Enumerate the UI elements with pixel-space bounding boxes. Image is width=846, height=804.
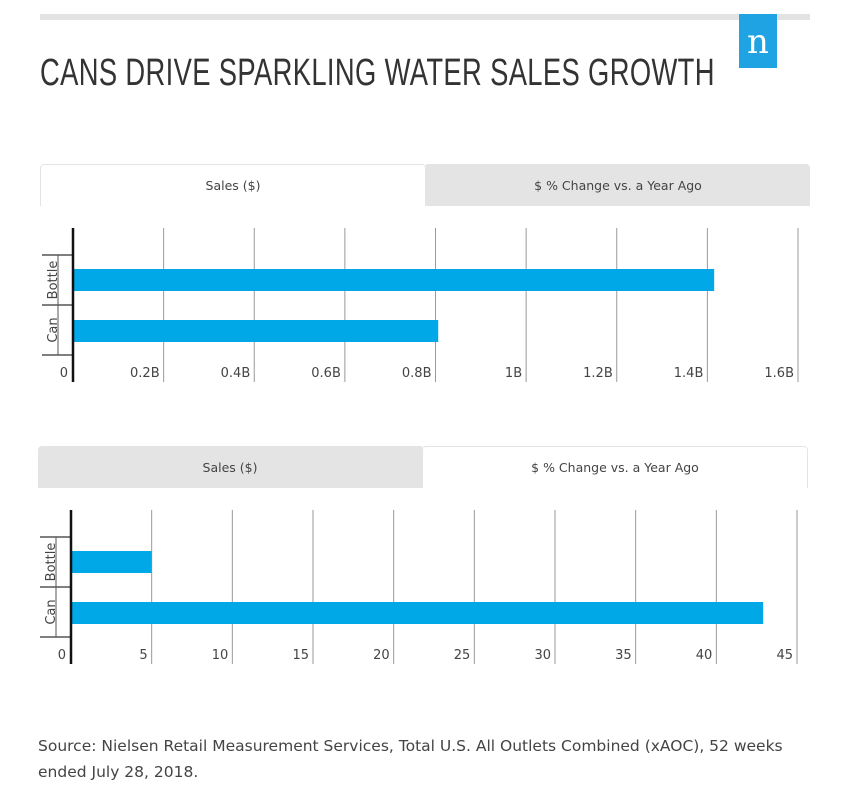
- bar-bottle: [71, 551, 152, 573]
- source-note: Source: Nielsen Retail Measurement Servi…: [38, 737, 783, 781]
- bar-bottle: [73, 269, 715, 291]
- bar-can: [73, 320, 439, 342]
- tick-label: 10: [212, 648, 229, 663]
- bar-can: [71, 602, 764, 624]
- tab-percent-change[interactable]: $ % Change vs. a Year Ago: [426, 164, 810, 206]
- top-divider: [40, 14, 810, 20]
- tick-label: 0.4B: [221, 366, 251, 381]
- category-label: Bottle: [44, 543, 59, 582]
- tick-label: 0.2B: [130, 366, 160, 381]
- tick-label: 1B: [505, 366, 522, 381]
- nielsen-logo: n: [739, 14, 777, 68]
- tick-label: 20: [373, 648, 390, 663]
- tick-label: 35: [615, 648, 632, 663]
- tabs-chart-1: Sales ($) $ % Change vs. a Year Ago: [40, 164, 810, 206]
- tick-label: 45: [776, 648, 793, 663]
- page-title: CANS DRIVE SPARKLING WATER SALES GROWTH: [40, 52, 715, 94]
- tabs-chart-2: Sales ($) $ % Change vs. a Year Ago: [38, 446, 808, 488]
- tick-label: 1.2B: [583, 366, 613, 381]
- tick-label: 1.4B: [674, 366, 704, 381]
- tick-label: 30: [534, 648, 551, 663]
- tick-label: 0: [60, 366, 68, 381]
- tick-label: 0.8B: [402, 366, 432, 381]
- tick-label: 15: [292, 648, 309, 663]
- tick-label: 40: [696, 648, 713, 663]
- tick-label: 25: [454, 648, 471, 663]
- tab-percent-change[interactable]: $ % Change vs. a Year Ago: [422, 446, 808, 488]
- tick-label: 0: [58, 648, 66, 663]
- tick-label: 0.6B: [311, 366, 341, 381]
- category-label: Can: [44, 599, 59, 624]
- tick-label: 1.6B: [764, 366, 794, 381]
- category-label: Bottle: [46, 261, 61, 300]
- tab-sales[interactable]: Sales ($): [40, 164, 426, 206]
- category-label: Can: [46, 317, 61, 342]
- tab-sales[interactable]: Sales ($): [38, 446, 422, 488]
- tick-label: 5: [139, 648, 147, 663]
